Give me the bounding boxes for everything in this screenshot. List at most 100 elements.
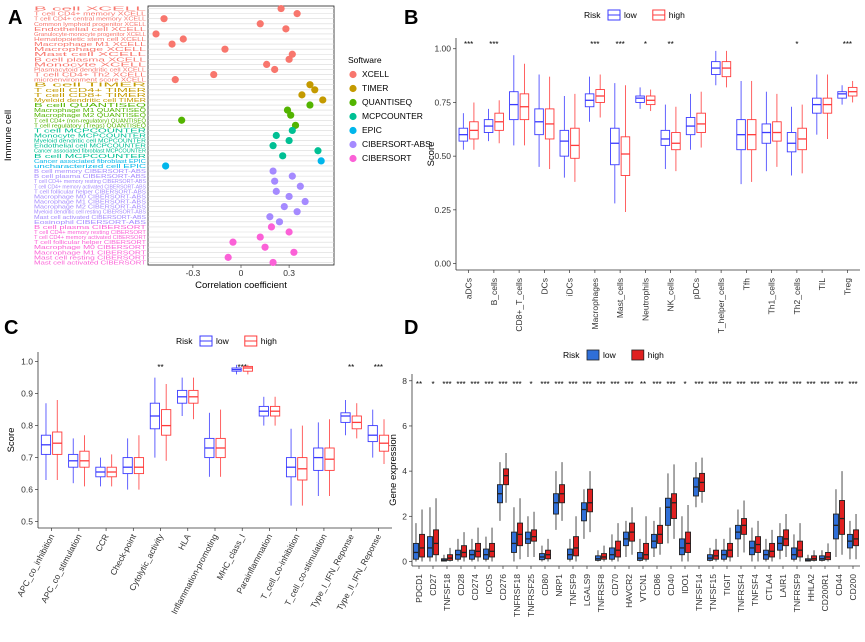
x-tick-label: T_helper_cells — [716, 278, 726, 333]
correlation-point — [285, 192, 293, 201]
immune-cell-label: T cell regulatory (Tregs) QUANTISEQ — [34, 123, 146, 129]
x-tick-label: -0.3 — [186, 268, 201, 278]
immune-cell-label: Hematopoietic stem cell XCELL — [34, 37, 146, 43]
x-tick-label: Th1_cells — [767, 278, 777, 314]
correlation-point — [263, 60, 271, 69]
y-axis-title: Gene expression — [388, 434, 399, 506]
box-low — [819, 555, 825, 561]
legend-key-xcell — [349, 70, 357, 79]
correlation-point — [319, 96, 327, 104]
immune-cell-label: Monocyte MCPCOUNTER — [34, 134, 146, 140]
panel-label-a: A — [8, 7, 22, 29]
significance-label: *** — [666, 380, 675, 389]
x-tick-label: CD8+_T_cells — [514, 278, 524, 332]
legend-title: Software — [348, 55, 382, 65]
correlation-point — [266, 213, 274, 221]
immune-cell-label: T cell CD4+ memory XCELL — [34, 12, 146, 18]
immune-cell-label: Mast cell activated CIBERSORT — [34, 260, 147, 266]
correlation-point — [269, 258, 277, 267]
immune-cell-label: Granulocyte-monocyte progenitor XCELL — [34, 32, 146, 38]
box-high — [419, 533, 425, 558]
box-low — [791, 547, 797, 560]
legend-label: CIBERSORT-ABS — [362, 139, 431, 149]
x-tick-label: LGALS9 — [582, 574, 592, 606]
significance-label: *** — [590, 40, 599, 49]
correlation-point — [275, 218, 284, 226]
immune-cell-label: Macrophage M0 CIBERSORT-ABS — [34, 194, 147, 200]
y-axis-title: Score — [426, 142, 437, 167]
immune-cell-label: B cell plasma CIBERSORT — [34, 225, 147, 231]
x-tick-label: TNFSF14 — [694, 574, 704, 611]
panel-label-d: D — [404, 317, 418, 339]
correlation-point — [296, 182, 304, 190]
x-tick-label: 0.3 — [283, 268, 295, 278]
x-tick-label: IDO1 — [680, 574, 690, 594]
legend-key-epic — [349, 126, 357, 135]
box-low — [367, 425, 378, 443]
x-tick-label: CD70 — [610, 574, 620, 596]
box-high — [713, 549, 719, 560]
immune-cell-label: T cell CD4+ memory activated CIBERSORT-A… — [34, 184, 147, 190]
box-low — [595, 555, 601, 561]
box-low — [610, 127, 620, 166]
correlation-point — [293, 208, 301, 216]
correlation-point — [272, 131, 280, 140]
box-high — [133, 457, 145, 475]
y-tick-label: 0.00 — [434, 259, 451, 269]
correlation-point — [271, 65, 279, 74]
significance-label: *** — [694, 380, 703, 389]
x-tick-label: LAIR1 — [778, 574, 788, 598]
significance-label: *** — [615, 40, 624, 49]
immune-cell-label: T cell CD4+ Th2 XCELL — [34, 73, 146, 79]
x-tick-label: TNFRSF18 — [512, 574, 522, 617]
correlation-point — [160, 15, 168, 23]
y-tick-label: 0.9 — [21, 389, 33, 399]
x-tick-label: Check-point — [108, 532, 138, 577]
correlation-point — [288, 126, 296, 135]
box-low — [833, 513, 839, 540]
immune-cell-label: Macrophage M1 QUANTISEQ — [34, 108, 146, 114]
box-low — [786, 132, 797, 153]
box-high — [475, 542, 481, 558]
x-tick-label: DCs — [539, 278, 549, 295]
significance-label: * — [683, 380, 686, 389]
correlation-point — [210, 70, 218, 79]
significance-label: *** — [652, 380, 661, 389]
y-axis-title: Score — [6, 428, 17, 453]
significance-label: *** — [820, 380, 829, 389]
box-high — [587, 488, 593, 513]
y-tick-label: 8 — [402, 376, 407, 386]
x-tick-label: aDCs — [464, 278, 474, 299]
y-tick-label: 0.50 — [434, 151, 451, 161]
significance-label: *** — [848, 380, 857, 389]
box-low — [509, 91, 519, 121]
y-tick-label: 1.0 — [21, 357, 33, 367]
y-tick-label: 0.25 — [434, 205, 451, 215]
x-tick-label: Mast_cells — [615, 278, 625, 318]
immune-cell-label: T cell CD4+ (non-regulatory) QUANTISEQ — [34, 118, 146, 124]
legend-label: EPIC — [362, 125, 382, 135]
immune-cell-label: T cell CD4+ TIMER — [34, 88, 147, 94]
legend-key-mcpcounter — [349, 112, 357, 121]
y-tick-label: 0.7 — [21, 453, 33, 463]
significance-label: *** — [596, 380, 605, 389]
immune-cell-label: T cell CD4+ memory resting CIBERSORT — [34, 230, 147, 236]
box-low — [559, 129, 570, 157]
significance-label: *** — [750, 380, 759, 389]
x-tick-label: TNFRSF4 — [736, 574, 746, 613]
immune-cell-label: Macrophage M1 CIBERSORT-ABS — [34, 200, 147, 206]
significance-label: *** — [764, 380, 773, 389]
y-tick-label: 0 — [402, 556, 407, 566]
legend-key-cibersort-abs — [349, 140, 357, 149]
x-tick-label: CTLA4 — [764, 574, 774, 601]
significance-label: *** — [834, 380, 843, 389]
x-tick-label: PDCD1 — [414, 574, 424, 603]
x-tick-label: HHLA2 — [806, 574, 816, 602]
x-tick-label: TIGIT — [722, 574, 732, 596]
y-tick-label: 0.75 — [434, 97, 451, 107]
x-tick-label: Th2_cells — [792, 278, 802, 314]
immune-cell-label: Macrophage M2 QUANTISEQ — [34, 113, 146, 119]
legend-label: high — [261, 336, 277, 346]
significance-label: *** — [708, 380, 717, 389]
immune-cell-label: T cell CD4+ memory resting CIBERSORT-ABS — [34, 179, 147, 185]
